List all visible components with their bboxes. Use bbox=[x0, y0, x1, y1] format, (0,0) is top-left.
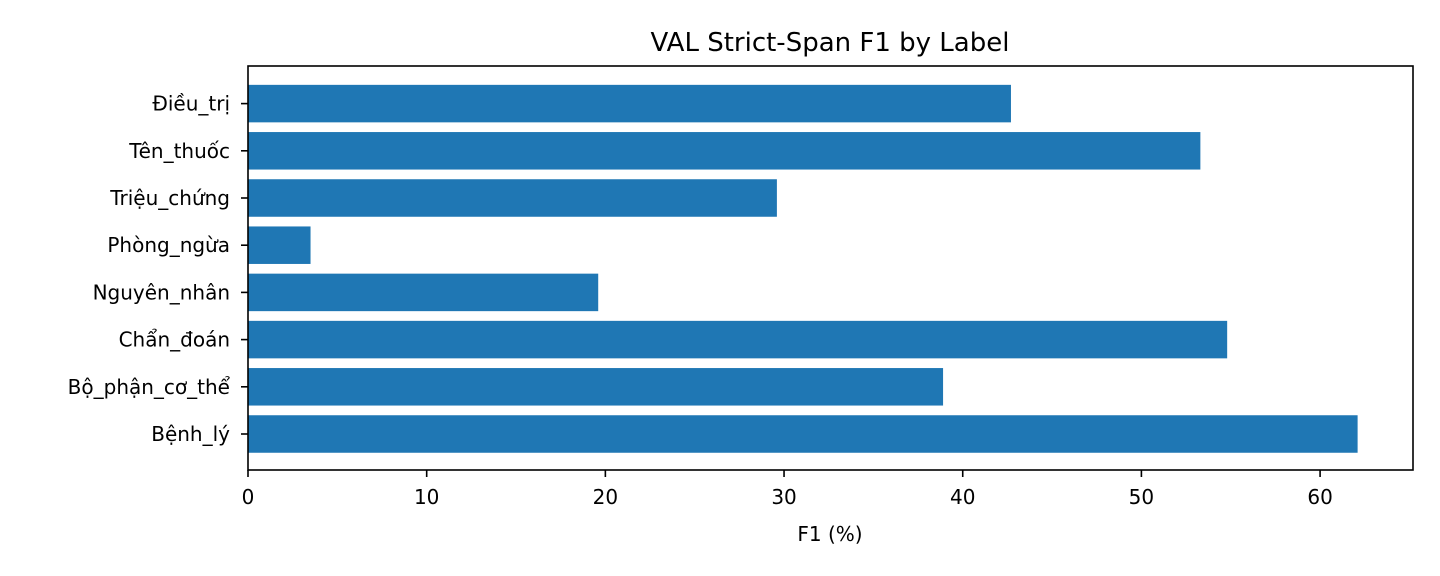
plot-frame bbox=[247, 65, 1414, 471]
y-tick-label: Triệu_chứng bbox=[109, 186, 230, 210]
x-axis-label: F1 (%) bbox=[797, 522, 862, 546]
bar bbox=[248, 84, 1011, 123]
chart-title: VAL Strict-Span F1 by Label bbox=[651, 28, 1010, 58]
bar bbox=[248, 132, 1201, 170]
bar bbox=[248, 273, 599, 312]
y-tick-label: Nguyên_nhân bbox=[93, 280, 230, 304]
x-tick-label: 30 bbox=[771, 485, 796, 509]
bar bbox=[248, 179, 777, 217]
y-tick-label: Chẩn_đoán bbox=[119, 328, 230, 352]
y-tick-label: Phòng_ngừa bbox=[107, 233, 230, 257]
x-tick-label: 50 bbox=[1129, 485, 1154, 509]
bar bbox=[248, 368, 944, 406]
x-axis-ticks: 0 10 20 30 40 50 60 bbox=[242, 470, 1333, 509]
x-tick-label: 40 bbox=[950, 485, 975, 509]
bars-layer bbox=[248, 84, 1358, 453]
y-tick-label: Tên_thuốc bbox=[128, 139, 230, 163]
bar bbox=[248, 226, 311, 264]
bar bbox=[248, 415, 1358, 453]
x-tick-label: 10 bbox=[414, 485, 439, 509]
x-tick-label: 60 bbox=[1307, 485, 1332, 509]
y-tick-label: Điều_trị bbox=[152, 92, 230, 116]
y-axis-ticks: Bệnh_lý Bộ_phận_cơ_thể Chẩn_đoán Nguyên_nhâ… bbox=[68, 92, 248, 446]
y-tick-label: Bộ_phận_cơ_thể bbox=[68, 375, 231, 399]
bar bbox=[248, 320, 1228, 359]
y-tick-label: Bệnh_lý bbox=[151, 422, 230, 446]
x-tick-label: 20 bbox=[593, 485, 618, 509]
x-tick-label: 0 bbox=[242, 485, 255, 509]
